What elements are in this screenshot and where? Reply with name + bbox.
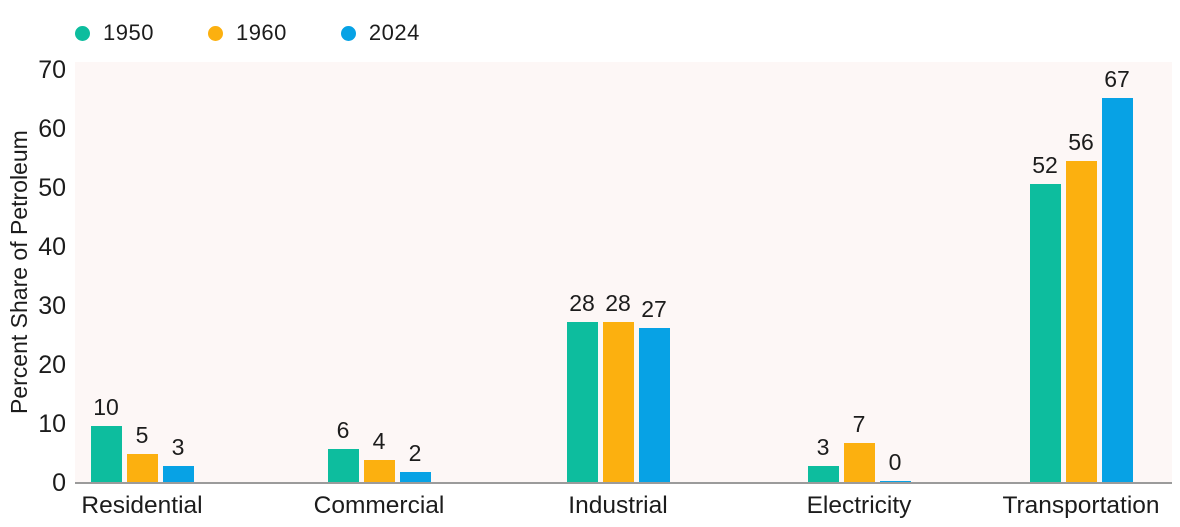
bar-residential-1950	[90, 425, 122, 483]
bar-commercial-2024	[399, 471, 431, 483]
y-tick-label: 0	[52, 469, 66, 497]
y-tick-label: 30	[38, 292, 66, 320]
bar-residential-2024	[162, 465, 194, 483]
bar-industrial-1960	[602, 322, 634, 483]
bar-transportation-2024	[1101, 97, 1133, 483]
bar-value-label: 6	[336, 416, 350, 443]
bar-industrial-1950	[566, 322, 598, 483]
legend-item-1950: 1950	[75, 20, 154, 46]
legend-dot-icon	[207, 25, 223, 41]
bar-commercial-1960	[363, 460, 395, 483]
bar-value-label: 3	[816, 433, 830, 460]
bar-value-label: 67	[1104, 65, 1130, 92]
y-tick-label: 20	[38, 351, 66, 379]
bar-value-label: 27	[641, 295, 667, 322]
legend-item-2024: 2024	[340, 20, 420, 46]
y-tick-label: 70	[38, 56, 66, 84]
plot-area: 10 5 3 6 4 2 28 28 27 3 7 0 52 56 67	[75, 62, 1172, 483]
y-tick-label: 60	[38, 115, 66, 143]
bar-value-label: 2	[408, 439, 422, 466]
bar-residential-1960	[126, 454, 158, 483]
bar-value-label: 5	[135, 422, 149, 449]
bar-value-label: 52	[1032, 152, 1058, 178]
legend: 1950 1960 2024	[75, 20, 420, 46]
bar-value-label: 3	[171, 433, 185, 460]
bar-value-label: 56	[1068, 129, 1094, 155]
legend-label: 1950	[103, 20, 154, 45]
bar-value-label: 28	[605, 290, 631, 316]
x-axis-label-industrial: Industrial	[568, 492, 668, 519]
x-axis-label-electricity: Electricity	[806, 492, 912, 519]
legend-label: 1960	[235, 20, 287, 45]
bar-value-label: 28	[569, 290, 595, 316]
x-axis-line	[75, 482, 1172, 484]
legend-dot-icon	[340, 25, 356, 41]
bar-value-label: 0	[888, 449, 902, 475]
x-axis-label-residential: Residential	[81, 492, 203, 519]
bar-value-label: 7	[852, 410, 866, 437]
bar-value-label: 4	[372, 428, 386, 454]
legend-label: 2024	[368, 20, 420, 45]
x-axis-label-commercial: Commercial	[313, 492, 445, 519]
legend-dot-icon	[75, 25, 90, 41]
bar-industrial-2024	[638, 327, 670, 483]
bar-value-label: 10	[93, 393, 119, 420]
legend-item-1960: 1960	[207, 20, 287, 46]
bar-commercial-1950	[327, 448, 359, 483]
bar-transportation-1950	[1029, 184, 1061, 483]
y-tick-label: 50	[38, 174, 66, 202]
x-axis-label-transportation: Transportation	[1002, 492, 1160, 519]
bar-electricity-1950	[807, 465, 839, 483]
bar-transportation-1960	[1065, 161, 1097, 483]
y-tick-label: 10	[38, 410, 66, 438]
y-tick-label: 40	[38, 233, 66, 261]
bar-electricity-1960	[843, 442, 875, 483]
